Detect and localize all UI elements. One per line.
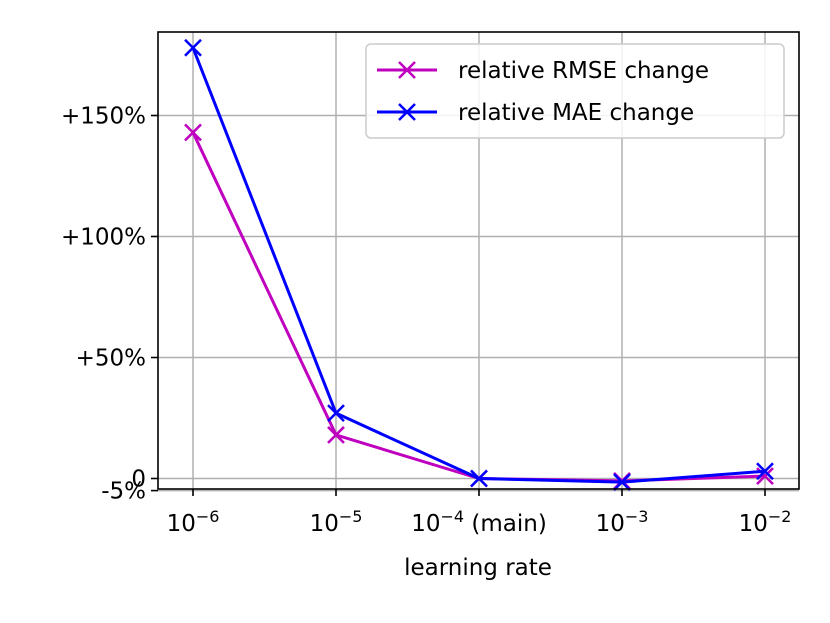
y-tick-label: +100% bbox=[61, 225, 146, 251]
y-tick-label: +150% bbox=[61, 104, 146, 130]
data-point-marker bbox=[613, 473, 631, 492]
data-point-marker bbox=[184, 38, 202, 57]
legend-marker-mae bbox=[398, 103, 416, 121]
x-tick-label: 10−6 bbox=[167, 507, 220, 537]
series-layer bbox=[184, 38, 774, 492]
x-tick-label: 10−4 (main) bbox=[411, 507, 547, 537]
legend-label-rmse: relative RMSE change bbox=[458, 58, 709, 84]
data-point-marker bbox=[470, 469, 488, 488]
data-point-marker bbox=[327, 426, 345, 444]
x-axis-title: learning rate bbox=[404, 555, 552, 581]
y-tick-label: +50% bbox=[76, 346, 146, 372]
x-tick-label: 10−5 bbox=[310, 507, 363, 537]
data-point-marker bbox=[184, 123, 202, 142]
data-point-marker bbox=[756, 462, 774, 481]
x-tick-label: 10−2 bbox=[739, 507, 792, 537]
legend: relative RMSE change relative MAE change bbox=[365, 43, 785, 139]
legend-box bbox=[365, 43, 785, 139]
legend-label-mae: relative MAE change bbox=[458, 100, 694, 126]
legend-marker-rmse bbox=[398, 61, 416, 79]
y-tick-label: -5% bbox=[101, 479, 146, 505]
axis-ticks: 10−6 10−5 10−4 (main) 10−3 10−2 -5%0 +50% +100%… bbox=[61, 104, 791, 538]
data-point-marker bbox=[327, 404, 345, 423]
x-tick-label: 10−3 bbox=[596, 507, 649, 537]
y-tick-label: 0 bbox=[131, 467, 146, 493]
